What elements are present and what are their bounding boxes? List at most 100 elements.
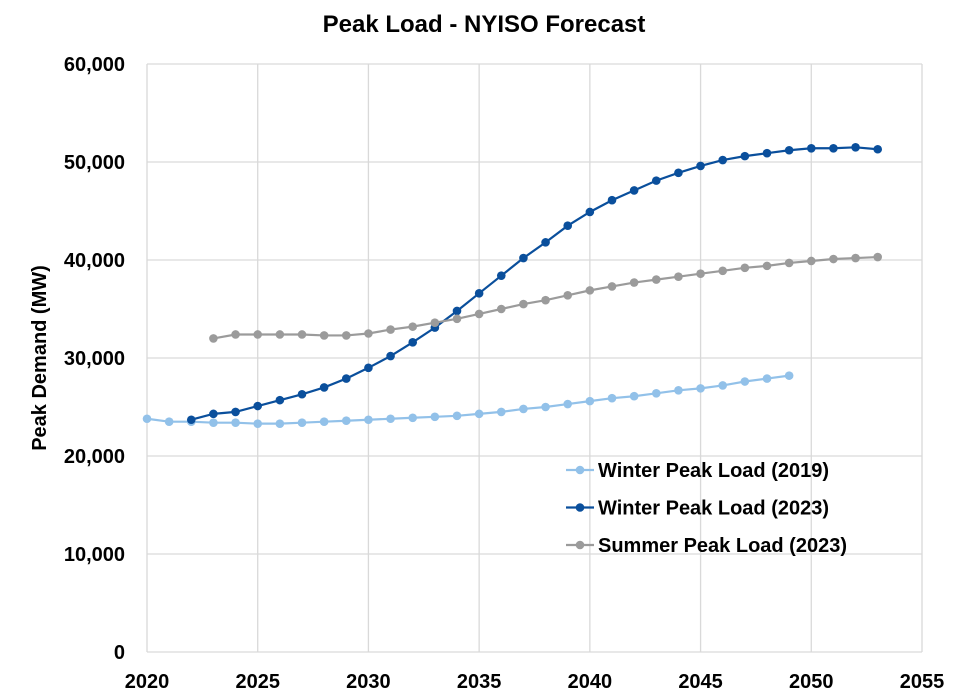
data-point bbox=[607, 282, 617, 291]
data-point bbox=[541, 238, 550, 247]
data-point bbox=[142, 414, 152, 424]
data-point bbox=[231, 330, 240, 339]
x-tick-label: 2025 bbox=[235, 671, 280, 693]
data-point bbox=[718, 381, 728, 390]
data-point bbox=[607, 393, 617, 403]
data-point bbox=[718, 266, 728, 276]
data-point bbox=[408, 413, 418, 423]
y-tick-label: 40,000 bbox=[64, 250, 125, 272]
series-1 bbox=[186, 143, 883, 425]
legend-marker bbox=[575, 503, 585, 512]
data-point bbox=[275, 395, 285, 405]
data-point bbox=[784, 145, 794, 155]
data-point bbox=[386, 351, 395, 361]
data-point bbox=[452, 314, 462, 324]
data-point bbox=[341, 374, 351, 383]
data-point bbox=[718, 155, 728, 165]
x-tick-label: 2055 bbox=[900, 671, 945, 693]
data-point bbox=[430, 318, 440, 328]
data-point bbox=[651, 388, 661, 398]
data-point bbox=[408, 338, 418, 347]
data-point bbox=[585, 207, 595, 217]
series-line bbox=[191, 146, 878, 421]
legend-label: Winter Peak Load (2023) bbox=[598, 498, 829, 520]
data-point bbox=[696, 269, 705, 279]
data-point bbox=[519, 299, 528, 309]
data-point bbox=[209, 418, 218, 427]
data-point bbox=[386, 414, 395, 424]
data-point bbox=[607, 195, 617, 205]
data-point bbox=[519, 404, 528, 414]
y-tick-label: 50,000 bbox=[64, 152, 125, 174]
data-point bbox=[364, 415, 373, 425]
data-point bbox=[297, 389, 307, 399]
data-point bbox=[364, 363, 373, 373]
data-point bbox=[873, 252, 883, 262]
data-point bbox=[209, 334, 218, 343]
legend-marker bbox=[575, 465, 585, 475]
data-point bbox=[585, 396, 595, 406]
data-point bbox=[275, 419, 285, 428]
x-tick-label: 2040 bbox=[568, 671, 613, 693]
data-point bbox=[762, 261, 772, 271]
data-point bbox=[541, 402, 550, 412]
data-point bbox=[829, 143, 838, 153]
legend-label: Winter Peak Load (2019) bbox=[598, 460, 829, 482]
data-point bbox=[873, 144, 883, 154]
data-point bbox=[253, 419, 263, 428]
legend: Winter Peak Load (2019) Winter Peak Load … bbox=[566, 460, 847, 557]
data-point bbox=[209, 409, 218, 419]
data-point bbox=[806, 143, 816, 153]
data-point bbox=[806, 256, 816, 266]
data-point bbox=[452, 306, 462, 316]
data-point bbox=[319, 331, 329, 340]
legend-marker bbox=[575, 540, 585, 550]
data-point bbox=[784, 258, 794, 268]
data-point bbox=[674, 386, 683, 395]
data-point bbox=[319, 383, 329, 392]
data-point bbox=[253, 330, 263, 339]
y-tick-label: 30,000 bbox=[64, 348, 125, 370]
data-point bbox=[341, 416, 351, 426]
x-tick-label: 2045 bbox=[678, 671, 723, 693]
data-point bbox=[474, 289, 484, 298]
x-tick-label: 2020 bbox=[125, 671, 170, 693]
x-tick-label: 2035 bbox=[457, 671, 502, 693]
data-point bbox=[762, 148, 772, 158]
data-point bbox=[253, 401, 263, 411]
data-point bbox=[430, 412, 440, 422]
data-point bbox=[341, 331, 351, 340]
x-tick-label: 2050 bbox=[789, 671, 834, 693]
data-point bbox=[674, 272, 683, 281]
data-point bbox=[164, 417, 174, 427]
data-point bbox=[674, 168, 683, 178]
x-tick-label: 2030 bbox=[346, 671, 391, 693]
data-point bbox=[629, 391, 639, 401]
data-point bbox=[496, 407, 506, 417]
legend-label: Summer Peak Load (2023) bbox=[598, 535, 847, 557]
data-point bbox=[474, 409, 484, 419]
data-point bbox=[696, 161, 705, 171]
data-point bbox=[740, 263, 750, 273]
data-point bbox=[696, 384, 705, 393]
data-point bbox=[740, 377, 750, 386]
y-axis-label: Peak Demand (MW) bbox=[29, 265, 51, 451]
data-point bbox=[275, 330, 285, 339]
data-point bbox=[563, 290, 573, 300]
series-line bbox=[146, 374, 790, 425]
data-point bbox=[496, 304, 506, 314]
data-point bbox=[829, 254, 838, 264]
data-point bbox=[496, 271, 506, 280]
data-point bbox=[297, 330, 307, 339]
data-point bbox=[563, 221, 573, 230]
data-point bbox=[629, 278, 639, 287]
data-point bbox=[386, 325, 395, 334]
data-point bbox=[651, 176, 661, 185]
data-point bbox=[474, 309, 484, 319]
y-tick-label: 10,000 bbox=[64, 544, 125, 566]
data-point bbox=[740, 151, 750, 161]
data-point bbox=[629, 186, 639, 195]
series-2 bbox=[209, 252, 883, 343]
data-point bbox=[585, 286, 595, 295]
